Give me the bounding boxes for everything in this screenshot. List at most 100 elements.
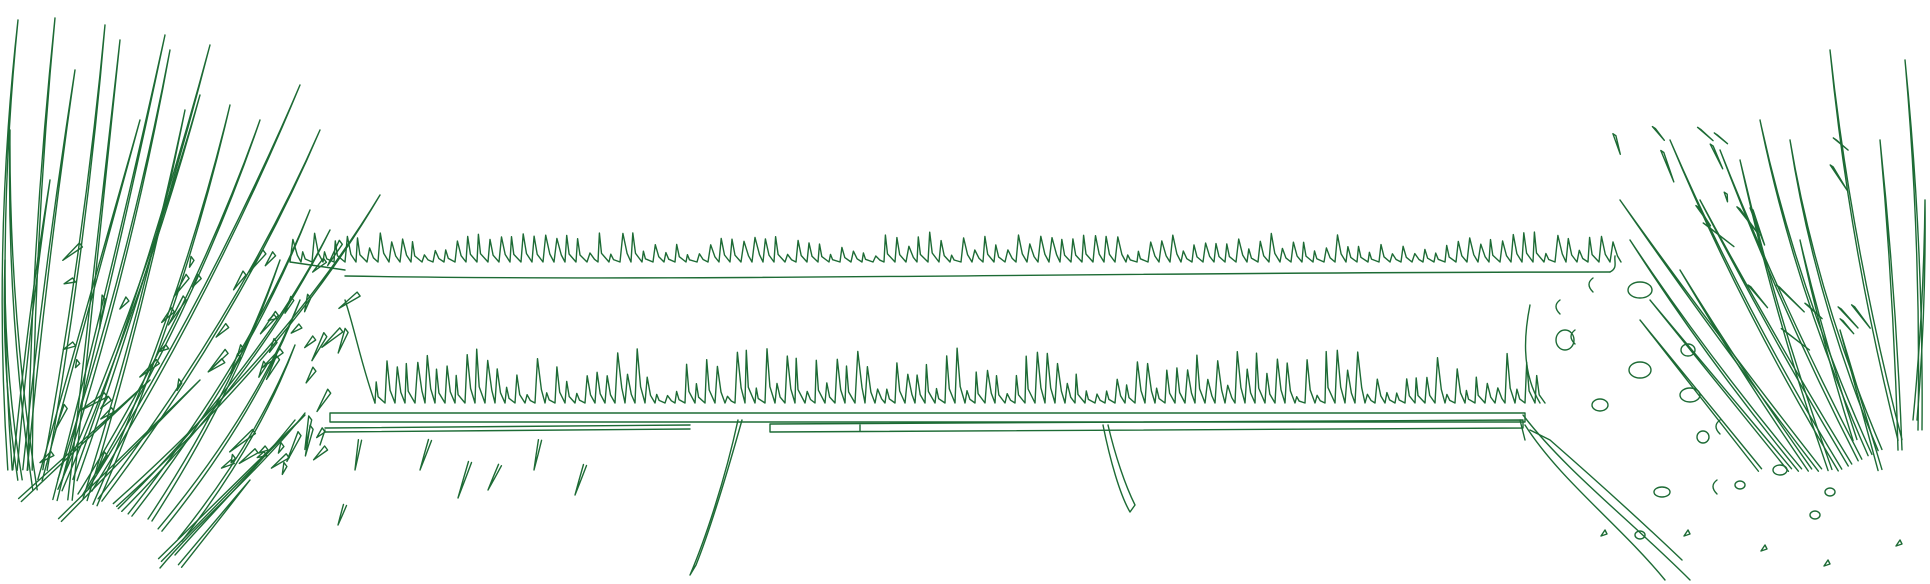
leaf-fragment <box>238 448 259 465</box>
bench-leg <box>689 419 743 576</box>
grass-blade <box>3 259 23 481</box>
pebble <box>1591 398 1609 412</box>
grass-blade <box>1639 319 1763 472</box>
grass-blade <box>42 24 106 471</box>
pebble-crescent <box>1712 479 1718 495</box>
leaf-fragment <box>167 295 187 326</box>
leaf-fragment <box>265 355 281 381</box>
pebble-crescent <box>1715 419 1721 435</box>
ground-speck <box>1760 544 1768 552</box>
grass-blade <box>419 438 433 471</box>
leaf-fragment <box>259 310 280 335</box>
leaf-fragment <box>321 327 344 348</box>
leaf-fragment <box>74 358 81 369</box>
leaf-fragment <box>258 360 268 378</box>
grass-blade <box>57 379 201 523</box>
leaf-fragment <box>248 249 267 273</box>
leaf-fragment <box>286 431 302 463</box>
grass-blade <box>354 439 363 471</box>
leaf-fragment <box>1723 191 1729 203</box>
backrest-lower-edge <box>344 271 1611 279</box>
grass-blade <box>157 414 306 563</box>
grass-blade <box>1904 59 1923 431</box>
seat-rail <box>329 412 1526 423</box>
leaf-fragment <box>55 403 68 430</box>
leaf-fragment <box>1747 284 1769 309</box>
ground-speck <box>1600 529 1608 537</box>
leaf-fragment <box>303 293 312 313</box>
grass-blade <box>1739 159 1833 472</box>
bench-side-right-edge <box>1529 429 1683 561</box>
seat-grass-outline <box>374 347 1546 404</box>
grass-blade <box>52 34 166 502</box>
pebble-crescent <box>1588 277 1594 293</box>
grass-blade <box>82 109 186 502</box>
leaf-fragment <box>1829 164 1848 192</box>
ground-speck <box>1823 559 1831 567</box>
grass-blade <box>1879 139 1903 451</box>
grass-blade <box>1719 149 1863 462</box>
leaf-fragment <box>63 277 77 285</box>
grass-blade <box>533 438 543 471</box>
leaf-fragment <box>1695 204 1712 227</box>
ground-marks <box>1600 529 1903 567</box>
leaf-fragment <box>316 388 332 413</box>
leaf-fragment <box>95 451 109 474</box>
grass-blade <box>127 209 311 517</box>
grass-blade <box>12 179 51 471</box>
leaf-fragment <box>1775 284 1805 313</box>
leaf-fragment <box>230 453 237 464</box>
leaf-fragment <box>304 415 313 451</box>
leaf-fragment <box>1660 149 1675 183</box>
grass-blade <box>92 104 231 507</box>
leaf-fragment <box>1839 318 1855 335</box>
pebble-crescent <box>1555 299 1561 315</box>
seat-grass-edge <box>337 299 1546 526</box>
leaf-fragment <box>338 291 361 310</box>
leaf-fragment <box>264 251 277 267</box>
leaf-fragment <box>304 424 314 457</box>
seat-left-edge <box>344 299 376 404</box>
leaf-fragment <box>215 322 230 338</box>
bench-side-left-inner <box>174 419 296 556</box>
leaf-fragment <box>1651 125 1665 141</box>
grass-blade <box>487 463 503 491</box>
backrest-grass-outline <box>289 231 1622 263</box>
grass-blade <box>1912 199 1926 421</box>
backrest-grass-edge <box>289 231 1622 279</box>
leaf-fragment <box>290 323 303 334</box>
leaf-fragment <box>1749 207 1766 246</box>
leaf-fragment <box>1780 327 1811 351</box>
leaf-fragment <box>78 392 109 412</box>
leaf-fragment <box>191 273 202 288</box>
front-rail-left <box>324 424 691 429</box>
pebble <box>1734 480 1746 490</box>
pebble <box>1772 464 1788 476</box>
leaf-fragment <box>316 427 326 439</box>
leaf-fragment <box>311 332 328 362</box>
pebble-shapes <box>1555 277 1836 540</box>
leaf-fragment <box>173 273 190 298</box>
grass-blade <box>1829 49 1903 442</box>
leaf-fragment <box>1696 126 1714 142</box>
grass-blade <box>574 463 588 496</box>
leaf-fragment <box>158 344 170 353</box>
pebble <box>1824 487 1836 497</box>
leaf-fragment <box>281 461 288 476</box>
leaf-fragment <box>62 341 77 351</box>
leaf-fragment <box>220 458 235 469</box>
leaf-fragment <box>188 255 195 268</box>
backrest-right-edge <box>1609 255 1616 273</box>
leaf-fragment <box>176 378 183 392</box>
grass-blade <box>1799 239 1858 442</box>
grass-blade <box>37 119 141 482</box>
leaf-fragment <box>268 337 278 353</box>
leaf-fragment <box>237 344 245 356</box>
grass-blade <box>67 39 121 501</box>
leaf-fragment <box>232 270 247 291</box>
bench-leg <box>1102 424 1136 513</box>
leaf-fragment <box>100 407 116 420</box>
leaf-fragment <box>207 348 229 373</box>
